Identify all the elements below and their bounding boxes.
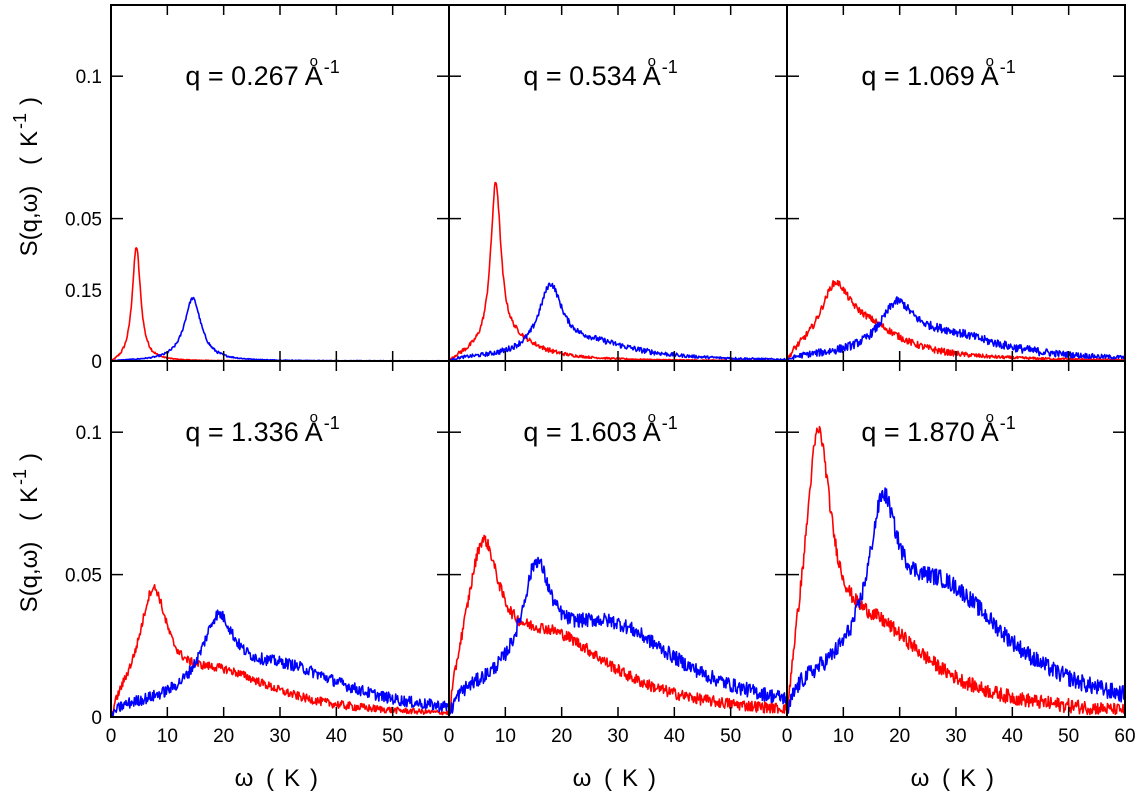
y-axis-unit: K	[16, 131, 43, 147]
panel-frame	[110, 360, 450, 718]
y-tick-label: 0.05	[65, 566, 102, 587]
series-blue-line	[111, 609, 449, 717]
plot-layer: q = 0.267 Ao -1 q = 0.534 Ao -1 q = 1.069 Ao…	[10, 4, 1136, 792]
panel-1: q = 0.267 Ao -1	[110, 4, 450, 362]
y-axis-unit-exponent: -1	[10, 113, 30, 129]
y-axis-paren-close: )	[16, 453, 43, 461]
x-axis-paren-open: (	[266, 765, 274, 792]
x-tick-label: 0	[444, 726, 455, 747]
x-axis-paren-open: (	[604, 765, 612, 792]
panel-5: q = 1.603 Ao -1	[448, 360, 788, 718]
panel-frame	[448, 360, 788, 718]
panel-4: q = 1.336 Ao -1	[110, 360, 450, 718]
x-axis-label: ω ( K)	[573, 765, 656, 792]
q-label-text: q = 1.603 A	[523, 417, 660, 447]
y-tick-label: 0.1	[76, 423, 102, 444]
panel-6: q = 1.870 Ao -1	[786, 360, 1126, 718]
x-tick-label: 60	[1114, 726, 1135, 747]
x-tick-label: 50	[1058, 726, 1079, 747]
x-axis-paren-close: )	[310, 765, 318, 792]
panel-q-label: q = 0.267 Ao -1	[185, 53, 339, 91]
x-tick-label: 10	[157, 726, 178, 747]
x-tick-label: 20	[889, 726, 910, 747]
angstrom-ring: o	[648, 409, 656, 426]
q-label-text: q = 1.069 A	[861, 61, 998, 91]
x-tick-label: 50	[720, 726, 741, 747]
y-axis-label: S(q,ω) ( K -1)	[10, 97, 43, 256]
panel-frame	[786, 4, 1126, 362]
y-axis-label: S(q,ω) ( K -1)	[10, 453, 43, 612]
panel-q-label: q = 1.603 Ao -1	[523, 409, 677, 447]
x-axis-paren-close: )	[986, 765, 994, 792]
angstrom-ring: o	[648, 53, 656, 70]
panel-frame	[110, 4, 450, 362]
y-tick-label: 0.15	[65, 281, 102, 302]
x-tick-label: 20	[551, 726, 572, 747]
x-tick-label: 40	[1002, 726, 1023, 747]
q-label-exponent: -1	[1000, 413, 1016, 433]
x-tick-label: 30	[607, 726, 628, 747]
angstrom-ring: o	[310, 53, 318, 70]
series-blue-line	[787, 487, 1125, 716]
series-red-line	[787, 425, 1125, 717]
q-label-text: q = 0.534 A	[523, 61, 660, 91]
q-label-exponent: -1	[1000, 57, 1016, 77]
x-tick-label: 10	[495, 726, 516, 747]
angstrom-ring: o	[310, 409, 318, 426]
q-label-exponent: -1	[324, 413, 340, 433]
q-label-text: q = 0.267 A	[185, 61, 322, 91]
y-tick-label: 0.1	[76, 67, 102, 88]
panel-q-label: q = 1.870 Ao -1	[861, 409, 1015, 447]
series-blue-line	[449, 556, 787, 717]
x-tick-label: 20	[213, 726, 234, 747]
x-axis-unit: K	[622, 765, 638, 792]
x-axis-symbol: ω	[573, 765, 592, 792]
x-tick-label: 40	[326, 726, 347, 747]
angstrom-ring: o	[986, 409, 994, 426]
x-tick-label: 0	[106, 726, 117, 747]
panel-q-label: q = 0.534 Ao -1	[523, 53, 677, 91]
series-red-line	[449, 181, 787, 361]
x-tick-label: 30	[269, 726, 290, 747]
y-tick-label: 0	[91, 352, 102, 373]
y-axis-paren-close: )	[16, 97, 43, 105]
panel-frame	[448, 4, 788, 362]
y-axis-paren-open: (	[16, 157, 43, 165]
x-tick-label: 40	[664, 726, 685, 747]
q-label-text: q = 1.336 A	[185, 417, 322, 447]
q-label-exponent: -1	[662, 57, 678, 77]
angstrom-ring: o	[986, 53, 994, 70]
x-tick-label: 50	[382, 726, 403, 747]
x-axis-symbol: ω	[235, 765, 254, 792]
x-axis-unit: K	[284, 765, 300, 792]
panel-2: q = 0.534 Ao -1	[448, 4, 788, 362]
x-axis-label: ω ( K)	[911, 765, 994, 792]
y-axis-main: S(q,ω)	[16, 542, 43, 613]
x-axis-label: ω ( K)	[235, 765, 318, 792]
series-blue-line	[449, 282, 787, 361]
q-label-exponent: -1	[324, 57, 340, 77]
x-tick-label: 0	[782, 726, 793, 747]
x-tick-label: 30	[945, 726, 966, 747]
y-axis-unit-exponent: -1	[10, 469, 30, 485]
panel-frame	[786, 360, 1126, 718]
panel-q-label: q = 1.069 Ao -1	[861, 53, 1015, 91]
x-axis-symbol: ω	[911, 765, 930, 792]
panel-3: q = 1.069 Ao -1	[786, 4, 1126, 362]
y-tick-label: 0.05	[65, 210, 102, 231]
series-red-line	[449, 534, 787, 717]
x-axis-unit: K	[960, 765, 976, 792]
y-axis-unit: K	[16, 487, 43, 503]
q-label-text: q = 1.870 A	[861, 417, 998, 447]
y-axis-main: S(q,ω)	[16, 186, 43, 257]
x-axis-paren-open: (	[942, 765, 950, 792]
y-tick-label: 0	[91, 708, 102, 729]
series-red-line	[111, 247, 449, 361]
x-tick-label: 10	[833, 726, 854, 747]
panel-q-label: q = 1.336 Ao -1	[185, 409, 339, 447]
y-axis-paren-open: (	[16, 513, 43, 521]
q-label-exponent: -1	[662, 413, 678, 433]
x-axis-paren-close: )	[648, 765, 656, 792]
